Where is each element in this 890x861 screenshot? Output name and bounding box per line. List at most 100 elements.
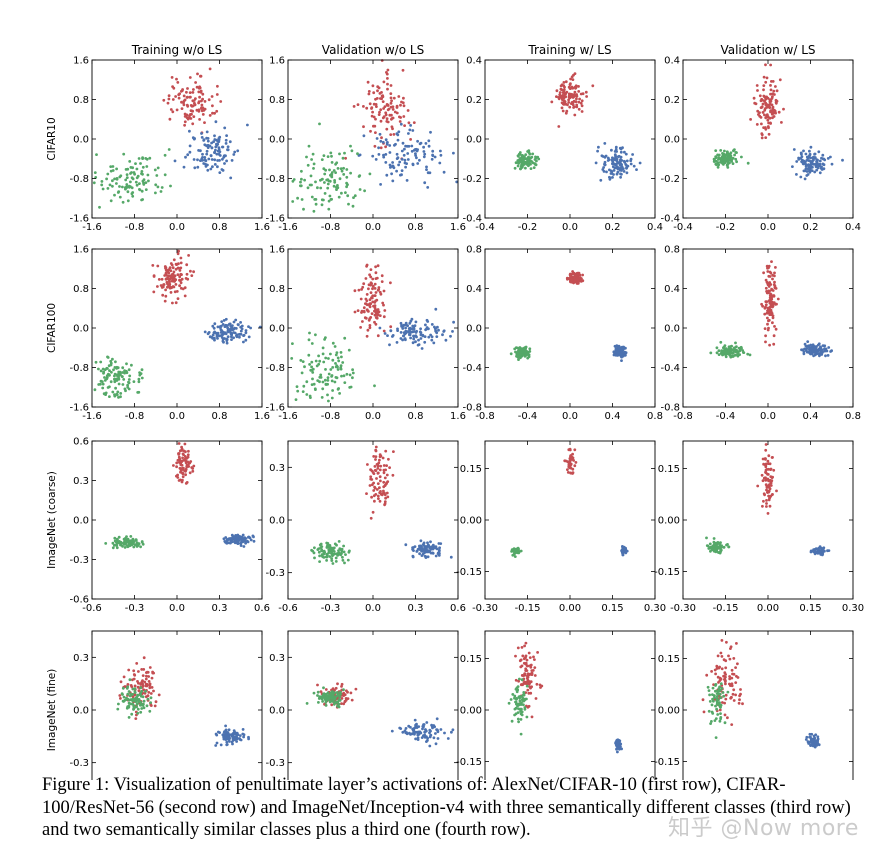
point-blue — [389, 329, 393, 333]
point-blue — [425, 721, 429, 724]
point-blue — [600, 154, 604, 158]
point-red — [756, 484, 760, 488]
point-red — [191, 467, 195, 470]
point-red — [772, 468, 776, 472]
point-blue — [451, 728, 455, 732]
point-blue — [218, 171, 222, 175]
point-green — [327, 698, 330, 701]
point-green — [97, 383, 101, 386]
point-green — [130, 712, 134, 716]
point-red — [168, 282, 172, 286]
point-red — [571, 467, 575, 471]
point-green — [97, 367, 100, 371]
point-green — [527, 355, 531, 359]
point-blue — [214, 120, 218, 124]
point-blue — [412, 549, 415, 552]
point-green — [126, 199, 130, 203]
point-red — [372, 115, 376, 119]
point-red — [373, 465, 377, 468]
y-tick-label: -0.3 — [265, 568, 285, 579]
point-green — [725, 160, 729, 163]
point-red — [185, 456, 189, 460]
point-blue — [247, 737, 251, 741]
point-red — [773, 286, 777, 290]
point-blue — [395, 341, 399, 344]
point-green — [340, 355, 343, 359]
point-red — [374, 455, 378, 458]
point-green — [328, 700, 332, 704]
point-red — [764, 63, 767, 67]
point-blue — [614, 350, 618, 354]
x-tick-label: -0.8 — [125, 411, 145, 422]
point-blue — [809, 347, 812, 350]
point-red — [391, 473, 395, 477]
point-blue — [635, 168, 638, 172]
point-green — [100, 183, 104, 187]
point-red — [381, 100, 385, 103]
point-red — [536, 651, 539, 654]
point-red — [770, 97, 774, 100]
point-red — [170, 76, 174, 79]
point-green — [321, 387, 325, 391]
point-blue — [415, 329, 418, 333]
point-red — [176, 297, 180, 300]
point-red — [361, 285, 365, 289]
point-green — [351, 204, 355, 208]
point-blue — [400, 157, 404, 161]
point-red — [773, 280, 776, 284]
point-red — [137, 670, 140, 673]
point-green — [142, 706, 146, 710]
point-green — [305, 155, 308, 159]
point-red — [561, 109, 565, 113]
point-blue — [224, 332, 228, 336]
point-red — [371, 287, 374, 291]
point-green — [531, 161, 535, 165]
x-tick-label: -0.4 — [673, 222, 693, 233]
point-blue — [206, 137, 210, 140]
point-red — [368, 305, 372, 309]
point-blue — [426, 544, 430, 548]
x-tick-label: 0.3 — [408, 603, 424, 614]
point-blue — [399, 337, 403, 340]
point-blue — [249, 538, 253, 542]
point-blue — [829, 155, 832, 159]
point-blue — [826, 354, 830, 357]
point-blue — [403, 158, 407, 162]
point-green — [313, 556, 316, 560]
point-green — [718, 701, 721, 704]
point-green — [305, 393, 309, 396]
point-red — [386, 82, 389, 86]
point-blue — [239, 329, 243, 333]
y-tick-label: 0.15 — [460, 654, 482, 665]
point-blue — [611, 165, 615, 169]
point-red — [382, 303, 385, 307]
point-red — [376, 308, 380, 311]
point-red — [775, 89, 779, 93]
point-blue — [416, 162, 420, 165]
point-green — [121, 366, 125, 370]
point-red — [168, 266, 172, 270]
axes-frame — [91, 630, 263, 780]
point-red — [760, 302, 763, 306]
point-green — [113, 543, 116, 547]
point-green — [308, 363, 311, 366]
point-green — [723, 721, 727, 725]
point-green — [137, 380, 141, 384]
point-red — [178, 275, 182, 279]
point-blue — [418, 142, 422, 146]
y-tick-label: 0.0 — [664, 324, 680, 335]
point-red — [169, 269, 173, 273]
point-blue — [813, 744, 816, 748]
point-red — [768, 343, 771, 347]
point-red — [378, 475, 382, 479]
point-green — [525, 715, 529, 719]
point-blue — [426, 736, 429, 740]
point-red — [370, 495, 373, 499]
point-green — [138, 373, 142, 377]
point-red — [385, 473, 389, 477]
point-blue — [223, 325, 227, 328]
point-red — [365, 299, 369, 303]
point-red — [380, 280, 384, 283]
point-blue — [391, 334, 395, 337]
point-blue — [403, 337, 407, 340]
